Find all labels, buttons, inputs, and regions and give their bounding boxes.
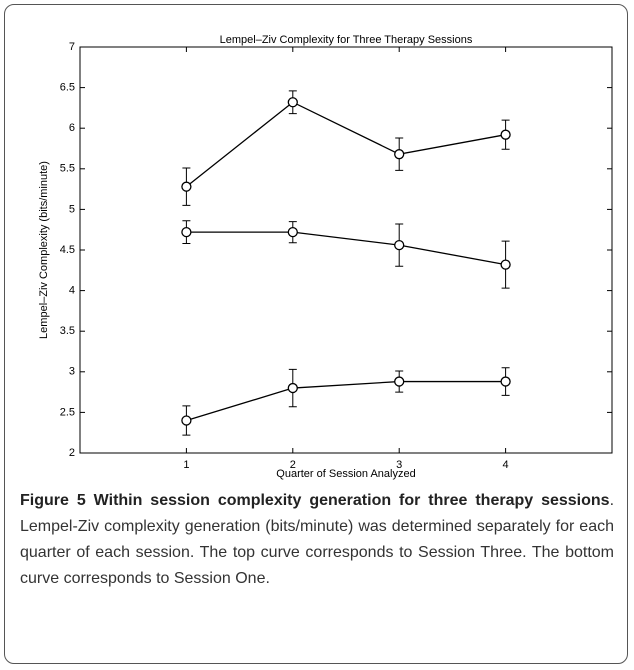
series-line bbox=[186, 231, 506, 266]
marker bbox=[287, 226, 298, 238]
marker bbox=[500, 129, 511, 140]
caption-text: . Lempel-Ziv complexity generation (bits… bbox=[20, 492, 615, 587]
x-axis-label: Quarter of Session Analyzed bbox=[276, 468, 415, 480]
marker bbox=[181, 181, 192, 192]
figure-frame bbox=[4, 4, 628, 664]
marker bbox=[394, 376, 405, 387]
marker bbox=[394, 239, 405, 251]
marker bbox=[500, 376, 511, 387]
caption-label: Figure 5 bbox=[20, 492, 86, 509]
y-tick-label: 3.5 bbox=[60, 325, 75, 337]
y-tick-label: 7 bbox=[69, 41, 75, 53]
marker bbox=[287, 382, 298, 394]
plot-frame bbox=[79, 46, 613, 454]
y-axis-label: Lempel–Ziv Complexity (bits/minute) bbox=[38, 161, 50, 339]
marker bbox=[181, 415, 192, 426]
series-line bbox=[186, 380, 506, 422]
marker bbox=[394, 149, 405, 160]
series-line bbox=[185, 101, 506, 188]
y-tick-label: 6 bbox=[69, 122, 75, 134]
y-tick-label: 6.5 bbox=[60, 82, 75, 94]
caption: Figure 5 Within session complexity gener… bbox=[20, 488, 614, 592]
y-tick-label: 5.5 bbox=[60, 163, 75, 175]
y-tick-label: 5 bbox=[69, 203, 75, 215]
y-tick-label: 3 bbox=[69, 366, 75, 378]
y-tick-label: 4.5 bbox=[60, 244, 75, 256]
chart-title: Lempel–Ziv Complexity for Three Therapy … bbox=[220, 34, 473, 46]
x-tick-label: 1 bbox=[183, 459, 189, 471]
marker bbox=[287, 97, 298, 108]
marker bbox=[181, 226, 192, 238]
x-tick-label: 2 bbox=[290, 459, 296, 471]
x-tick-label: 4 bbox=[503, 459, 509, 471]
y-tick-label: 2 bbox=[69, 447, 75, 459]
chart: Lempel–Ziv Complexity for Three Therapy … bbox=[38, 34, 613, 480]
y-tick-label: 4 bbox=[69, 285, 75, 297]
marker bbox=[500, 259, 511, 270]
y-tick-label: 2.5 bbox=[60, 406, 75, 418]
caption-title: Within session complexity generation for… bbox=[93, 492, 610, 509]
x-tick-label: 3 bbox=[396, 459, 402, 471]
